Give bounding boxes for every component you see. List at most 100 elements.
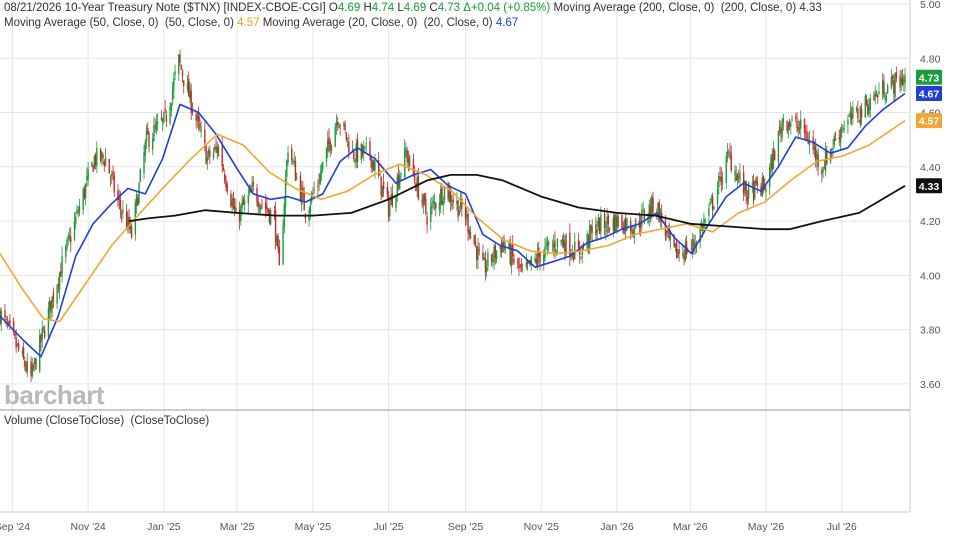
candle-body — [682, 253, 684, 256]
candle — [382, 173, 385, 197]
candle-body — [582, 246, 585, 248]
candle-body — [805, 131, 807, 133]
candle-body — [404, 147, 406, 178]
candle — [674, 243, 677, 252]
candle-body — [502, 242, 504, 253]
candle-body — [32, 365, 35, 368]
candle-body — [252, 181, 254, 186]
candle-body — [708, 208, 710, 216]
candle — [685, 235, 688, 259]
candle — [120, 209, 123, 223]
candle — [387, 190, 390, 222]
candle — [284, 169, 287, 217]
candle — [899, 69, 901, 93]
candle-body — [412, 159, 415, 175]
y-tick-label: 4.00 — [920, 270, 941, 282]
candle-body — [607, 215, 610, 224]
candle-body — [9, 320, 11, 325]
candle — [692, 233, 694, 259]
candle-body — [56, 285, 58, 304]
candle — [867, 99, 869, 117]
candle — [891, 74, 894, 86]
candle-body — [771, 154, 773, 171]
candle — [538, 241, 540, 265]
candle — [51, 296, 53, 318]
candle — [855, 105, 858, 113]
candle — [39, 329, 41, 373]
candle — [327, 130, 329, 159]
candle — [178, 53, 180, 81]
candle — [345, 132, 348, 142]
candle-body — [855, 107, 858, 111]
candle-body — [612, 218, 614, 231]
candle — [75, 211, 77, 230]
candle — [848, 113, 850, 117]
candle — [752, 174, 755, 206]
candle-body — [189, 88, 191, 100]
price-badge-label: 4.67 — [919, 89, 940, 101]
candle-body — [588, 225, 591, 249]
candle — [30, 356, 32, 383]
candle-body — [364, 145, 366, 147]
y-tick-label: 3.80 — [920, 325, 941, 337]
candle-body — [461, 198, 463, 209]
candle-body — [476, 246, 478, 261]
price-badge-box — [916, 113, 942, 129]
candle — [719, 166, 721, 182]
candle — [190, 83, 192, 121]
candle-body — [600, 214, 602, 232]
candle-body — [639, 224, 642, 228]
candle — [560, 239, 562, 247]
candle-body — [144, 142, 146, 156]
candle-body — [39, 335, 41, 372]
candle — [492, 251, 494, 268]
candle-body — [199, 123, 201, 129]
candle — [183, 80, 185, 94]
candle-body — [561, 239, 564, 245]
candle — [214, 144, 216, 153]
candle — [474, 234, 477, 248]
candle-body — [386, 186, 389, 195]
candle — [160, 109, 163, 122]
candle — [482, 244, 484, 261]
candle — [588, 219, 591, 254]
candle — [224, 169, 226, 185]
candle-body — [405, 151, 407, 152]
candle-body — [849, 110, 852, 118]
candle — [586, 230, 588, 253]
candle — [330, 144, 333, 154]
candle-body — [730, 154, 732, 171]
candle-body — [867, 104, 869, 115]
candle — [895, 66, 898, 83]
candle — [138, 181, 140, 205]
candle-body — [370, 154, 372, 168]
candle-body — [276, 235, 278, 246]
candle-body — [15, 337, 17, 348]
candle-body — [225, 179, 227, 187]
candle-body — [173, 78, 175, 90]
candle-body — [330, 145, 333, 152]
candle-body — [127, 216, 129, 227]
candle — [803, 118, 806, 139]
candle-body — [843, 128, 845, 130]
candle — [404, 139, 406, 180]
candle-body — [658, 201, 660, 223]
candle-body — [260, 204, 262, 210]
candle — [548, 239, 550, 252]
candle-body — [608, 227, 611, 230]
legend-close: 4.73 — [437, 2, 461, 14]
candle-body — [335, 121, 338, 128]
candle-body — [685, 240, 688, 255]
candle-body — [277, 235, 279, 249]
y-axis-labels: 3.603.804.004.204.404.604.805.00 — [920, 0, 941, 391]
candle — [257, 194, 259, 216]
candle — [186, 75, 189, 93]
candle — [725, 151, 727, 190]
candle — [598, 217, 601, 235]
candle-body — [261, 203, 263, 205]
candle-body — [25, 366, 27, 372]
candle-body — [713, 206, 715, 210]
candle-body — [478, 249, 480, 251]
